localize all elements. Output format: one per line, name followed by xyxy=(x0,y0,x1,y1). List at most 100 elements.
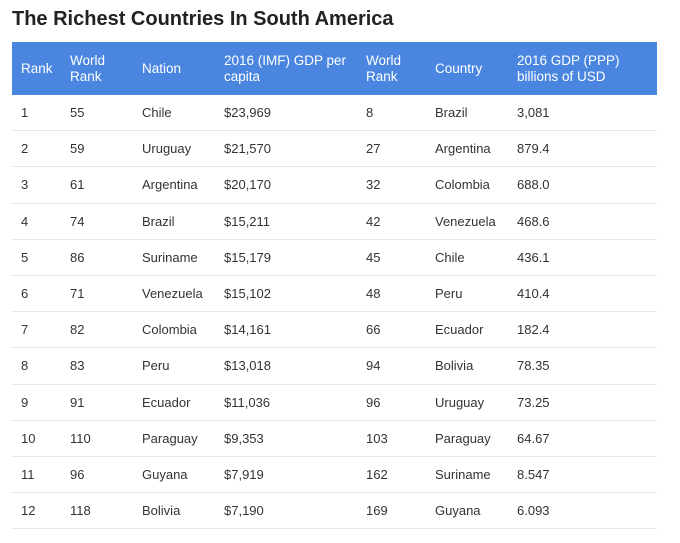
cell-gdp-per-capita: $15,179 xyxy=(215,239,357,276)
cell-world-rank-1: 55 xyxy=(61,95,133,132)
cell-country: Venezuela xyxy=(426,203,508,240)
cell-gdp-ppp: 688.0 xyxy=(508,166,657,204)
table-row: 10 110 Paraguay $9,353 103 Paraguay 64.67 xyxy=(12,420,657,457)
cell-world-rank-1: 74 xyxy=(61,203,133,240)
cell-gdp-ppp: 410.4 xyxy=(508,275,657,313)
header-nation: Nation xyxy=(133,42,215,95)
cell-rank: 12 xyxy=(12,492,61,530)
cell-gdp-per-capita: $20,170 xyxy=(215,166,357,204)
cell-nation: Peru xyxy=(133,347,215,385)
cell-world-rank-2: 48 xyxy=(357,275,426,313)
table-row: 3 61 Argentina $20,170 32 Colombia 688.0 xyxy=(12,166,657,204)
header-gdp-per-capita: 2016 (IMF) GDP per capita xyxy=(215,42,357,95)
cell-world-rank-2: 162 xyxy=(357,456,426,494)
cell-gdp-per-capita: $15,102 xyxy=(215,275,357,313)
cell-country: Paraguay xyxy=(426,420,508,457)
table-row: 1 55 Chile $23,969 8 Brazil 3,081 xyxy=(12,95,657,132)
cell-gdp-per-capita: $23,969 xyxy=(215,95,357,132)
cell-gdp-ppp: 64.67 xyxy=(508,420,657,457)
cell-world-rank-1: 82 xyxy=(61,311,133,349)
cell-world-rank-2: 94 xyxy=(357,347,426,385)
cell-world-rank-1: 83 xyxy=(61,347,133,385)
cell-gdp-ppp: 8.547 xyxy=(508,456,657,494)
header-gdp-ppp: 2016 GDP (PPP) billions of USD xyxy=(508,42,657,95)
header-world-rank-2: World Rank xyxy=(357,42,426,95)
cell-world-rank-1: 91 xyxy=(61,384,133,421)
cell-world-rank-1: 71 xyxy=(61,275,133,313)
header-world-rank-1: World Rank xyxy=(61,42,133,95)
table-row: 12 118 Bolivia $7,190 169 Guyana 6.093 xyxy=(12,492,657,530)
cell-world-rank-2: 96 xyxy=(357,384,426,421)
header-rank: Rank xyxy=(12,42,61,95)
cell-rank: 8 xyxy=(12,347,61,385)
cell-rank: 9 xyxy=(12,384,61,421)
cell-gdp-ppp: 879.4 xyxy=(508,130,657,168)
cell-rank: 6 xyxy=(12,275,61,313)
cell-country: Ecuador xyxy=(426,311,508,349)
cell-nation: Paraguay xyxy=(133,420,215,457)
cell-nation: Bolivia xyxy=(133,492,215,530)
cell-gdp-per-capita: $15,211 xyxy=(215,203,357,240)
table-row: 7 82 Colombia $14,161 66 Ecuador 182.4 xyxy=(12,311,657,349)
cell-gdp-per-capita: $13,018 xyxy=(215,347,357,385)
cell-country: Peru xyxy=(426,275,508,313)
cell-rank: 1 xyxy=(12,95,61,132)
cell-gdp-ppp: 6.093 xyxy=(508,492,657,530)
cell-country: Bolivia xyxy=(426,347,508,385)
table-row: 6 71 Venezuela $15,102 48 Peru 410.4 xyxy=(12,275,657,313)
cell-rank: 4 xyxy=(12,203,61,240)
table-row: 11 96 Guyana $7,919 162 Suriname 8.547 xyxy=(12,456,657,494)
cell-world-rank-2: 32 xyxy=(357,166,426,204)
cell-rank: 5 xyxy=(12,239,61,276)
header-country: Country xyxy=(426,42,508,95)
cell-world-rank-2: 8 xyxy=(357,95,426,132)
cell-country: Brazil xyxy=(426,95,508,132)
cell-rank: 2 xyxy=(12,130,61,168)
cell-world-rank-1: 61 xyxy=(61,166,133,204)
cell-rank: 11 xyxy=(12,456,61,494)
cell-gdp-per-capita: $11,036 xyxy=(215,384,357,421)
cell-nation: Suriname xyxy=(133,239,215,276)
cell-nation: Venezuela xyxy=(133,275,215,313)
cell-world-rank-2: 42 xyxy=(357,203,426,240)
cell-nation: Chile xyxy=(133,95,215,132)
page-title: The Richest Countries In South America xyxy=(12,8,394,30)
cell-world-rank-1: 110 xyxy=(61,420,133,457)
cell-world-rank-1: 118 xyxy=(61,492,133,530)
cell-gdp-per-capita: $21,570 xyxy=(215,130,357,168)
cell-gdp-ppp: 73.25 xyxy=(508,384,657,421)
cell-gdp-ppp: 78.35 xyxy=(508,347,657,385)
cell-country: Argentina xyxy=(426,130,508,168)
gdp-table: Rank World Rank Nation 2016 (IMF) GDP pe… xyxy=(12,42,657,530)
cell-world-rank-2: 169 xyxy=(357,492,426,530)
cell-nation: Guyana xyxy=(133,456,215,494)
cell-gdp-per-capita: $14,161 xyxy=(215,311,357,349)
cell-nation: Argentina xyxy=(133,166,215,204)
cell-world-rank-1: 86 xyxy=(61,239,133,276)
cell-rank: 7 xyxy=(12,311,61,349)
table-row: 9 91 Ecuador $11,036 96 Uruguay 73.25 xyxy=(12,384,657,421)
table-row: 8 83 Peru $13,018 94 Bolivia 78.35 xyxy=(12,347,657,385)
table-body: 1 55 Chile $23,969 8 Brazil 3,081 2 59 Uruguay $21… xyxy=(12,95,657,530)
cell-gdp-per-capita: $9,353 xyxy=(215,420,357,457)
cell-rank: 10 xyxy=(12,420,61,457)
cell-nation: Ecuador xyxy=(133,384,215,421)
cell-nation: Brazil xyxy=(133,203,215,240)
table-row: 4 74 Brazil $15,211 42 Venezuela 468.6 xyxy=(12,203,657,240)
cell-gdp-ppp: 182.4 xyxy=(508,311,657,349)
cell-gdp-ppp: 436.1 xyxy=(508,239,657,276)
table-row: 2 59 Uruguay $21,570 27 Argentina 879.4 xyxy=(12,130,657,168)
cell-gdp-per-capita: $7,190 xyxy=(215,492,357,530)
cell-world-rank-2: 45 xyxy=(357,239,426,276)
cell-world-rank-2: 27 xyxy=(357,130,426,168)
cell-gdp-ppp: 468.6 xyxy=(508,203,657,240)
cell-country: Uruguay xyxy=(426,384,508,421)
cell-rank: 3 xyxy=(12,166,61,204)
header-row: Rank World Rank Nation 2016 (IMF) GDP pe… xyxy=(12,42,657,95)
cell-gdp-ppp: 3,081 xyxy=(508,95,657,132)
cell-nation: Colombia xyxy=(133,311,215,349)
table-header: Rank World Rank Nation 2016 (IMF) GDP pe… xyxy=(12,42,657,95)
cell-country: Chile xyxy=(426,239,508,276)
cell-country: Guyana xyxy=(426,492,508,530)
table-row: 5 86 Suriname $15,179 45 Chile 436.1 xyxy=(12,239,657,276)
